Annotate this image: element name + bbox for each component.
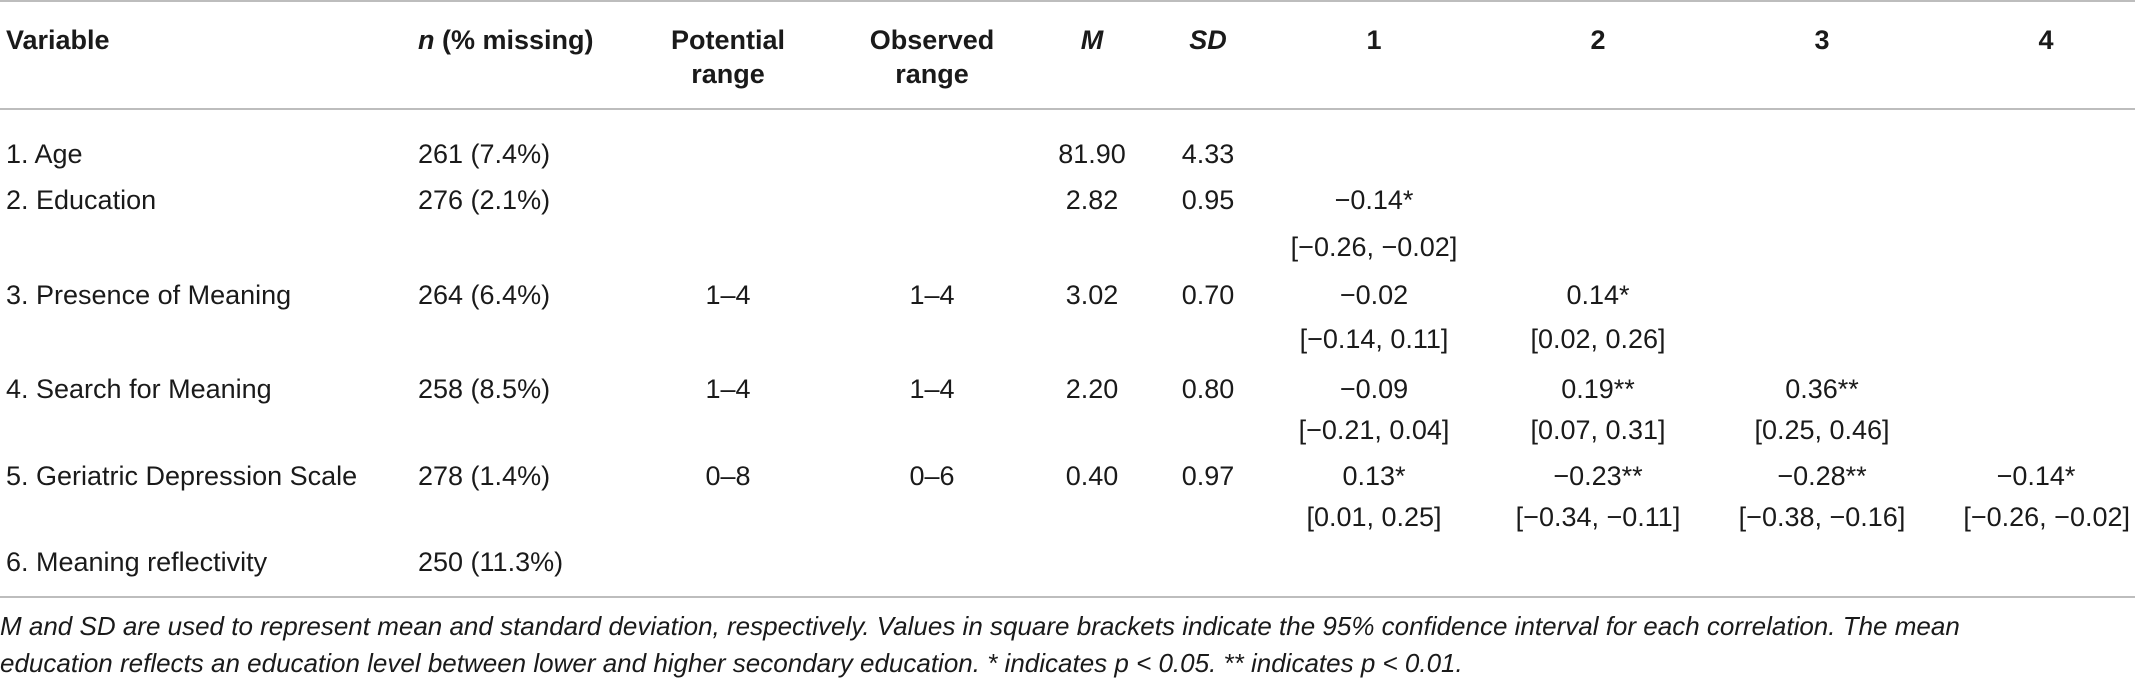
header-col-3: 3 bbox=[1814, 25, 1830, 55]
row-5-corr-2: −0.23** bbox=[1553, 461, 1643, 491]
footnote-line-2: education reflects an education level be… bbox=[0, 648, 1463, 678]
header-mean: M bbox=[1080, 25, 1104, 55]
row-3-variable: 3. Presence of Meaning bbox=[6, 280, 292, 310]
header-rule bbox=[0, 108, 2135, 110]
header-potential-line2: range bbox=[691, 59, 765, 89]
header-variable: Variable bbox=[6, 25, 110, 55]
row-3-observed: 1–4 bbox=[909, 280, 955, 310]
row-4-mean: 2.20 bbox=[1065, 374, 1119, 404]
header-sd: SD bbox=[1189, 25, 1227, 55]
header-potential-range: Potential range bbox=[671, 23, 785, 91]
table-top-rule bbox=[0, 0, 2135, 2]
row-4-potential: 1–4 bbox=[705, 374, 751, 404]
row-4-ci-2: [0.07, 0.31] bbox=[1530, 415, 1666, 445]
row-1-variable: 1. Age bbox=[6, 139, 83, 169]
footnote-line-1: M and SD are used to represent mean and … bbox=[0, 611, 1960, 641]
row-4-sd: 0.80 bbox=[1181, 374, 1235, 404]
row-4-corr-2: 0.19** bbox=[1561, 374, 1635, 404]
row-2-mean: 2.82 bbox=[1065, 185, 1119, 215]
header-col-2: 2 bbox=[1590, 25, 1606, 55]
row-2-ci-1: [−0.26, −0.02] bbox=[1290, 232, 1458, 262]
header-n-rest: (% missing) bbox=[434, 25, 594, 55]
row-3-corr-2: 0.14* bbox=[1566, 280, 1630, 310]
row-1-mean: 81.90 bbox=[1058, 139, 1126, 169]
row-2-variable: 2. Education bbox=[6, 185, 157, 215]
row-4-corr-3: 0.36** bbox=[1785, 374, 1859, 404]
row-5-ci-1: [0.01, 0.25] bbox=[1306, 502, 1442, 532]
row-4-variable: 4. Search for Meaning bbox=[6, 374, 272, 404]
header-col-4: 4 bbox=[2038, 25, 2054, 55]
row-3-potential: 1–4 bbox=[705, 280, 751, 310]
row-5-corr-1: 0.13* bbox=[1342, 461, 1406, 491]
row-3-mean: 3.02 bbox=[1065, 280, 1119, 310]
header-observed-range: Observed range bbox=[870, 23, 995, 91]
row-6-n: 250 (11.3%) bbox=[418, 547, 564, 577]
header-potential-line1: Potential bbox=[670, 25, 786, 55]
row-5-corr-4: −0.14* bbox=[1996, 461, 2076, 491]
row-5-corr-3: −0.28** bbox=[1777, 461, 1867, 491]
row-4-n: 258 (8.5%) bbox=[418, 374, 551, 404]
row-3-ci-2: [0.02, 0.26] bbox=[1530, 324, 1666, 354]
header-observed-line2: range bbox=[895, 59, 969, 89]
table-footnote: M and SD are used to represent mean and … bbox=[0, 608, 2125, 682]
header-n: n (% missing) bbox=[418, 23, 594, 57]
row-5-n: 278 (1.4%) bbox=[418, 461, 551, 491]
row-2-n: 276 (2.1%) bbox=[418, 185, 551, 215]
row-1-n: 261 (7.4%) bbox=[418, 139, 551, 169]
row-5-sd: 0.97 bbox=[1181, 461, 1235, 491]
row-3-corr-1: −0.02 bbox=[1339, 280, 1409, 310]
row-3-n: 264 (6.4%) bbox=[418, 280, 551, 310]
row-5-ci-4: [−0.26, −0.02] bbox=[1963, 502, 2130, 532]
row-5-mean: 0.40 bbox=[1065, 461, 1119, 491]
row-5-potential: 0–8 bbox=[705, 461, 751, 491]
row-5-ci-3: [−0.38, −0.16] bbox=[1738, 502, 1906, 532]
row-1-sd: 4.33 bbox=[1181, 139, 1235, 169]
row-4-observed: 1–4 bbox=[909, 374, 955, 404]
row-2-sd: 0.95 bbox=[1181, 185, 1235, 215]
table-bottom-rule bbox=[0, 596, 2135, 598]
row-3-ci-1: [−0.14, 0.11] bbox=[1299, 324, 1449, 354]
row-6-variable: 6. Meaning reflectivity bbox=[6, 547, 268, 577]
row-5-ci-2: [−0.34, −0.11] bbox=[1515, 502, 1681, 532]
row-3-sd: 0.70 bbox=[1181, 280, 1235, 310]
header-col-1: 1 bbox=[1366, 25, 1382, 55]
row-4-ci-1: [−0.21, 0.04] bbox=[1298, 415, 1450, 445]
header-n-letter: n bbox=[418, 25, 435, 55]
row-4-corr-1: −0.09 bbox=[1339, 374, 1409, 404]
row-2-corr-1: −0.14* bbox=[1334, 185, 1414, 215]
row-4-ci-3: [0.25, 0.46] bbox=[1754, 415, 1890, 445]
row-5-variable: 5. Geriatric Depression Scale bbox=[6, 461, 358, 491]
row-5-observed: 0–6 bbox=[909, 461, 955, 491]
header-observed-line1: Observed bbox=[869, 25, 995, 55]
